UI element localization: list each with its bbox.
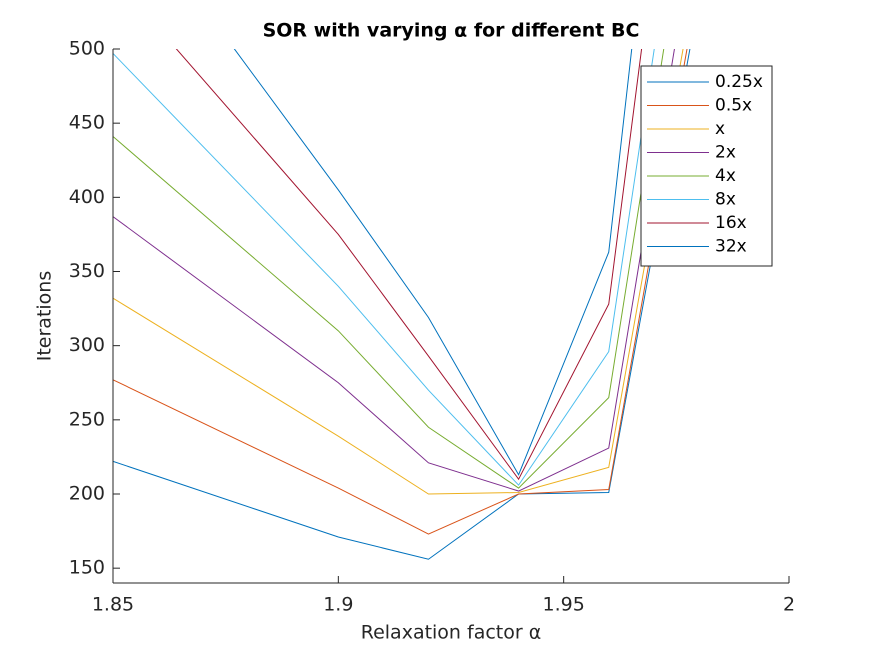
y-tick-label: 200 xyxy=(69,483,105,505)
series-line xyxy=(175,49,643,481)
y-tick-label: 250 xyxy=(69,408,105,430)
y-tick-label: 450 xyxy=(69,112,105,134)
plot-lines xyxy=(113,49,691,560)
legend-label: x xyxy=(715,119,725,139)
legend-label: 0.5x xyxy=(715,96,752,116)
legend: 0.25x 0.5x x 2x 4x 8x 16x 32x xyxy=(640,65,773,267)
x-axis-label: Relaxation factor α xyxy=(361,622,542,644)
series-line xyxy=(113,49,688,535)
legend-label: 0.25x xyxy=(715,72,763,92)
x-tick-label: 2 xyxy=(783,594,795,616)
legend-label: 32x xyxy=(715,237,747,257)
series-line xyxy=(113,49,684,495)
x-tick-label: 1.95 xyxy=(543,594,585,616)
legend-label: 4x xyxy=(715,166,736,186)
series-line xyxy=(113,49,691,560)
y-axis-label: Iterations xyxy=(34,271,56,362)
legend-label: 2x xyxy=(715,143,736,163)
series-line xyxy=(113,49,665,489)
series-line xyxy=(233,49,633,476)
y-tick-label: 500 xyxy=(69,38,105,60)
legend-label: 16x xyxy=(715,213,747,233)
y-tick-label: 400 xyxy=(69,186,105,208)
x-tick-label: 1.9 xyxy=(323,594,353,616)
y-tick-label: 150 xyxy=(69,557,105,579)
chart-title: SOR with varying α for different BC xyxy=(263,20,640,42)
legend-label: 8x xyxy=(715,190,736,210)
legend-box xyxy=(640,65,773,267)
series-line xyxy=(113,49,655,486)
y-tick-label: 350 xyxy=(69,260,105,282)
y-tick-label: 300 xyxy=(69,334,105,356)
series-line xyxy=(113,49,675,492)
x-tick-label: 1.85 xyxy=(92,594,134,616)
